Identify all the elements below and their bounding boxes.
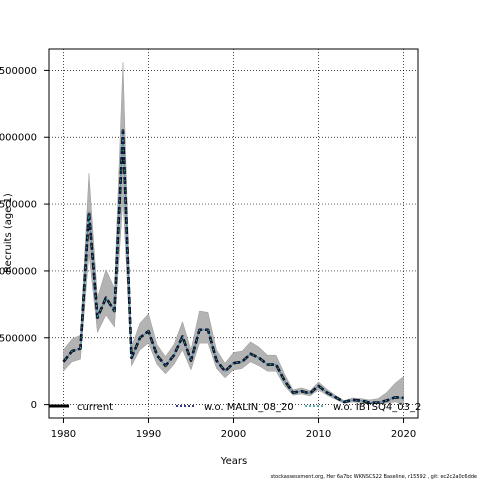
legend-label-2: w.o. MALIN_08_20 [204, 402, 294, 413]
confidence-band-area [63, 62, 404, 405]
x-axis-title: Years [220, 456, 247, 467]
legend-label-3: w.o. IBTSQ4_03_2 [333, 402, 421, 413]
series-lines [62, 129, 404, 404]
legend-label-1: current [77, 402, 113, 413]
y-tick-label: 2500000 [0, 66, 37, 77]
footer-text: stockassessment.org, Her 6a7bc WKNSCS22 … [271, 474, 477, 480]
x-tick-label: 2020 [391, 429, 416, 440]
x-tick-label: 2010 [306, 429, 331, 440]
series-line-2 [62, 129, 404, 404]
x-tick-label: 1980 [51, 429, 76, 440]
y-tick-label: 1000000 [0, 266, 37, 277]
y-tick-label: 1500000 [0, 200, 37, 211]
y-axis-ticks: 0 500000 1000000 1500000 2000000 2500000 [0, 66, 49, 411]
x-tick-label: 2000 [221, 429, 246, 440]
y-tick-label: 2000000 [0, 133, 37, 144]
y-axis-title: Recruits (age 1) [3, 193, 14, 273]
legend: current w.o. MALIN_08_20 w.o. IBTSQ4_03_2 [49, 402, 421, 413]
x-axis-ticks: 1980 1990 2000 2010 2020 [51, 418, 416, 440]
x-tick-label: 1990 [136, 429, 161, 440]
y-tick-label: 500000 [0, 333, 37, 344]
confidence-band [63, 62, 404, 405]
series-line-3 [62, 129, 404, 404]
y-tick-label: 0 [31, 400, 37, 411]
